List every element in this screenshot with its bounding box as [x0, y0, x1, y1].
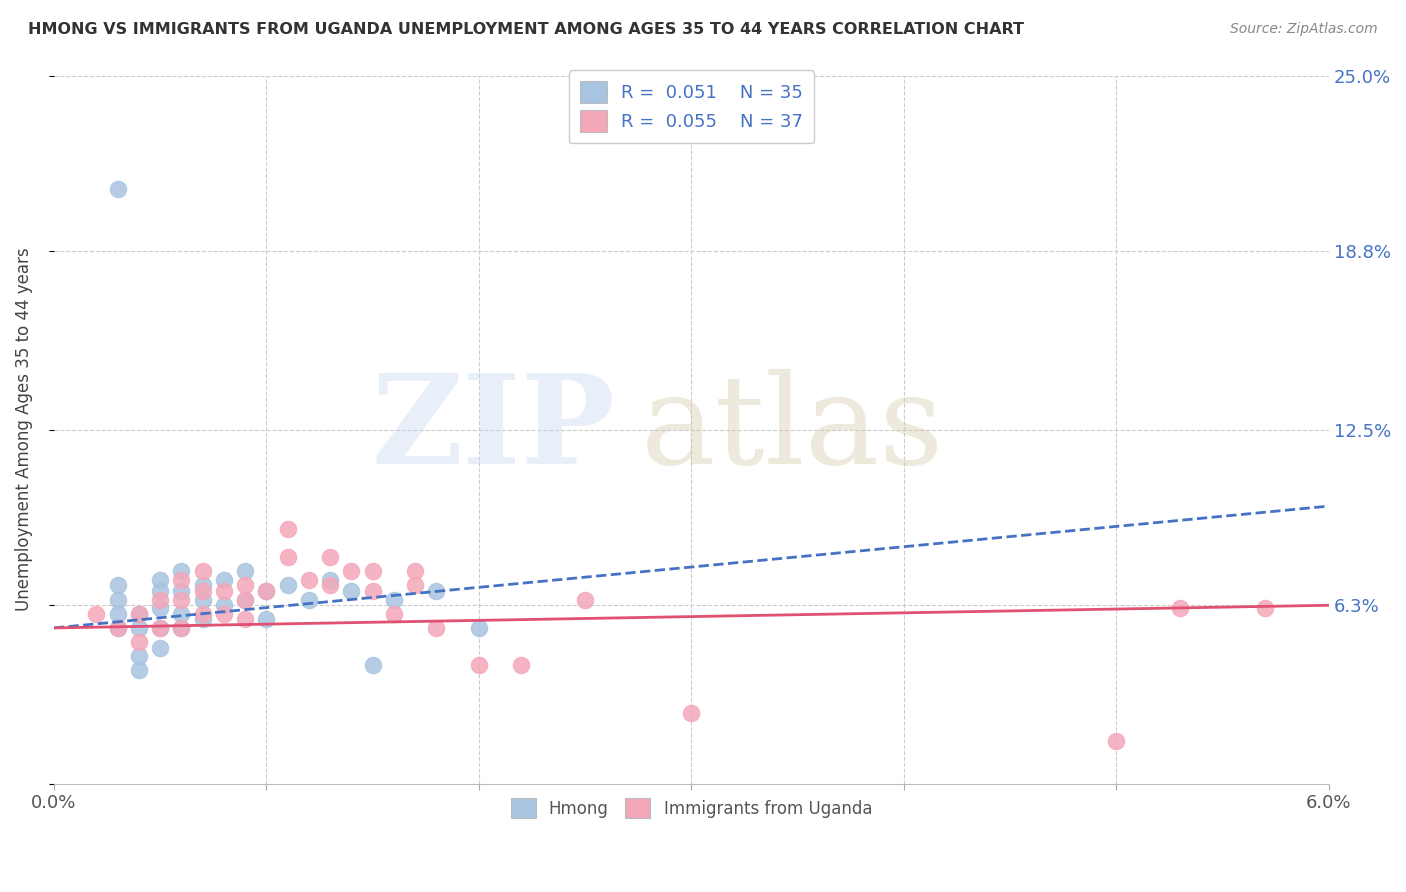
Point	[149, 640, 172, 655]
Point	[1254, 601, 1277, 615]
Point	[425, 584, 447, 599]
Y-axis label: Unemployment Among Ages 35 to 44 years: Unemployment Among Ages 35 to 44 years	[15, 248, 32, 611]
Point	[191, 592, 214, 607]
Text: atlas: atlas	[640, 369, 943, 491]
Point	[298, 592, 321, 607]
Point	[277, 578, 299, 592]
Point	[233, 564, 256, 578]
Point	[212, 599, 235, 613]
Point	[191, 584, 214, 599]
Point	[233, 612, 256, 626]
Point	[468, 621, 491, 635]
Point	[254, 612, 277, 626]
Point	[107, 182, 129, 196]
Point	[319, 578, 342, 592]
Point	[319, 573, 342, 587]
Point	[212, 573, 235, 587]
Point	[277, 522, 299, 536]
Point	[361, 657, 384, 672]
Point	[128, 649, 150, 664]
Point	[170, 564, 193, 578]
Point	[128, 607, 150, 621]
Point	[468, 657, 491, 672]
Point	[107, 607, 129, 621]
Text: HMONG VS IMMIGRANTS FROM UGANDA UNEMPLOYMENT AMONG AGES 35 TO 44 YEARS CORRELATI: HMONG VS IMMIGRANTS FROM UGANDA UNEMPLOY…	[28, 22, 1024, 37]
Point	[191, 578, 214, 592]
Point	[404, 578, 426, 592]
Point	[382, 607, 405, 621]
Legend: Hmong, Immigrants from Uganda: Hmong, Immigrants from Uganda	[503, 791, 879, 825]
Point	[574, 592, 596, 607]
Point	[1105, 734, 1128, 748]
Text: Source: ZipAtlas.com: Source: ZipAtlas.com	[1230, 22, 1378, 37]
Point	[361, 584, 384, 599]
Point	[254, 584, 277, 599]
Point	[170, 621, 193, 635]
Point	[149, 592, 172, 607]
Point	[191, 564, 214, 578]
Point	[191, 612, 214, 626]
Point	[233, 578, 256, 592]
Point	[170, 592, 193, 607]
Point	[128, 664, 150, 678]
Point	[149, 573, 172, 587]
Point	[277, 550, 299, 565]
Point	[212, 584, 235, 599]
Point	[1168, 601, 1191, 615]
Point	[149, 621, 172, 635]
Point	[681, 706, 703, 720]
Text: ZIP: ZIP	[371, 369, 614, 490]
Point	[149, 584, 172, 599]
Point	[107, 621, 129, 635]
Point	[170, 584, 193, 599]
Point	[425, 621, 447, 635]
Point	[107, 592, 129, 607]
Point	[128, 621, 150, 635]
Point	[298, 573, 321, 587]
Point	[170, 621, 193, 635]
Point	[149, 601, 172, 615]
Point	[510, 657, 533, 672]
Point	[128, 607, 150, 621]
Point	[170, 573, 193, 587]
Point	[404, 564, 426, 578]
Point	[340, 564, 363, 578]
Point	[212, 607, 235, 621]
Point	[361, 564, 384, 578]
Point	[319, 550, 342, 565]
Point	[107, 578, 129, 592]
Point	[233, 592, 256, 607]
Point	[191, 607, 214, 621]
Point	[382, 592, 405, 607]
Point	[128, 635, 150, 649]
Point	[149, 621, 172, 635]
Point	[340, 584, 363, 599]
Point	[107, 621, 129, 635]
Point	[233, 592, 256, 607]
Point	[254, 584, 277, 599]
Point	[170, 607, 193, 621]
Point	[86, 607, 108, 621]
